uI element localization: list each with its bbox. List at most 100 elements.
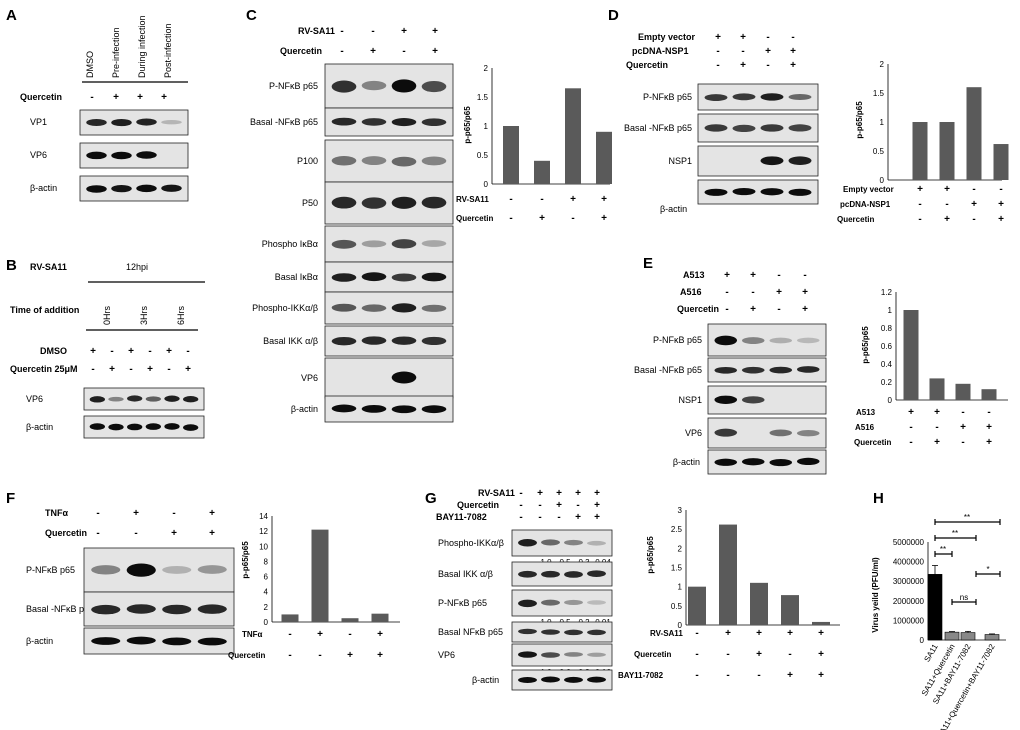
treatment-row-sign: - bbox=[519, 512, 522, 523]
blot-band bbox=[769, 366, 793, 374]
blot-strip bbox=[324, 357, 454, 399]
treatment-row-sign: - bbox=[148, 346, 151, 357]
chart-d-row-sign: - bbox=[945, 199, 948, 210]
lane-header: DMSO bbox=[85, 51, 95, 78]
chart-bar-d bbox=[993, 144, 1009, 180]
treatment-row-label: BAY11-7082 bbox=[436, 512, 487, 522]
treatment-row-sign: + bbox=[432, 46, 438, 57]
y-tick-label: 2 bbox=[484, 64, 489, 73]
treatment-row-sign: + bbox=[209, 508, 215, 519]
chart-d-row-label: Quercetin bbox=[837, 215, 874, 224]
blot-band bbox=[421, 240, 447, 247]
treatment-row-sign: + bbox=[750, 304, 756, 315]
blot-band bbox=[361, 240, 387, 248]
blot-band bbox=[162, 566, 192, 574]
blot-band bbox=[564, 539, 583, 546]
chart-g-row-label: BAY11-7082 bbox=[618, 671, 664, 680]
chart-d-row-sign: + bbox=[998, 199, 1004, 210]
blot-band bbox=[111, 184, 132, 193]
blot-band bbox=[361, 118, 387, 126]
treatment-row-label: A516 bbox=[680, 287, 702, 297]
blot-band bbox=[564, 676, 583, 683]
lane-header: Post-infection bbox=[163, 23, 173, 78]
blot-band bbox=[162, 604, 192, 615]
treatment-row-sign: - bbox=[716, 60, 719, 71]
treatment-row-sign: - bbox=[134, 528, 137, 539]
treatment-row-sign: + bbox=[90, 346, 96, 357]
blot-band bbox=[796, 430, 820, 437]
blot-band bbox=[564, 652, 583, 657]
blot-label: VP6 bbox=[301, 373, 318, 383]
y-tick-label: 0.5 bbox=[873, 147, 885, 156]
blot-band bbox=[421, 272, 447, 282]
treatment-row-sign: - bbox=[725, 287, 728, 298]
blot-band bbox=[391, 118, 417, 127]
chart-g-row-sign: - bbox=[695, 670, 698, 681]
treatment-row-sign: - bbox=[777, 304, 780, 315]
treatment-row-label: Quercetin bbox=[45, 528, 87, 538]
chart-c-row-sign: + bbox=[539, 213, 545, 224]
treatment-row-sign: + bbox=[185, 364, 191, 375]
y-tick-label: 5000000 bbox=[893, 538, 925, 547]
y-tick-label: 8 bbox=[264, 557, 269, 566]
blot-band bbox=[760, 124, 784, 132]
blot-label: β-actin bbox=[660, 204, 687, 214]
blot-strip bbox=[511, 621, 613, 643]
blot-band bbox=[714, 458, 738, 466]
treatment-row-sign: - bbox=[186, 346, 189, 357]
treatment-row-sign: + bbox=[128, 346, 134, 357]
y-tick-label: 0.2 bbox=[881, 378, 893, 387]
blot-band bbox=[714, 366, 738, 374]
treatment-row-label: A513 bbox=[683, 270, 705, 280]
blot-label: P-NFκB p65 bbox=[269, 81, 318, 91]
blot-band bbox=[197, 565, 227, 574]
chart-bar-h bbox=[944, 631, 960, 641]
blot-band bbox=[161, 184, 182, 192]
treatment-row-sign: - bbox=[96, 528, 99, 539]
y-tick-label: 6 bbox=[264, 573, 269, 582]
treatment-row-sign: - bbox=[340, 26, 343, 37]
chart-d-row-sign: - bbox=[918, 214, 921, 225]
time-header: 0Hrs bbox=[102, 305, 112, 325]
blot-band bbox=[391, 371, 417, 384]
blot-band bbox=[331, 80, 357, 93]
chart-e-row-label: A513 bbox=[856, 408, 876, 417]
blot-label: VP6 bbox=[438, 650, 455, 660]
blot-band bbox=[704, 188, 728, 196]
blot-band bbox=[161, 119, 182, 125]
panel-label-A: A bbox=[6, 7, 17, 24]
chart-bar-h bbox=[927, 574, 943, 641]
treatment-row-sign: - bbox=[751, 287, 754, 298]
blot-band bbox=[732, 93, 756, 101]
chart-d-row-label: Empty vector bbox=[843, 185, 894, 194]
chart-d-row-sign: - bbox=[972, 214, 975, 225]
lane-header: During infection bbox=[137, 15, 147, 78]
blot-band bbox=[421, 156, 447, 166]
treatment-row-sign: - bbox=[716, 46, 719, 57]
chart-g-row-sign: + bbox=[818, 670, 824, 681]
y-tick-label: 1.5 bbox=[671, 564, 683, 573]
blot-band bbox=[714, 428, 738, 437]
blot-band bbox=[126, 563, 156, 577]
timepoint-label: 12hpi bbox=[126, 262, 148, 272]
chart-c-row-sign: - bbox=[509, 213, 512, 224]
blot-band bbox=[361, 272, 387, 282]
y-tick-label: 1000000 bbox=[893, 616, 925, 625]
blot-band bbox=[518, 676, 537, 683]
treatment-row-sign: + bbox=[166, 346, 172, 357]
blot-band bbox=[86, 185, 107, 193]
chart-c-row-sign: + bbox=[601, 213, 607, 224]
blot-band bbox=[732, 124, 756, 133]
chart-bar-h bbox=[984, 634, 1000, 641]
chart-f-row-label: Quercetin bbox=[228, 651, 265, 660]
treatment-row-sign: - bbox=[741, 46, 744, 57]
blot-band bbox=[760, 93, 784, 101]
blot-band bbox=[788, 188, 812, 196]
blot-label: β-actin bbox=[26, 636, 53, 646]
quercetin-row-sign: + bbox=[113, 92, 119, 103]
treatment-row-sign: - bbox=[557, 512, 560, 523]
blot-band bbox=[89, 396, 105, 403]
chart-g-row-sign: + bbox=[787, 670, 793, 681]
blot-label: Basal IKK α/β bbox=[263, 336, 318, 346]
chart-g-row-sign: + bbox=[756, 649, 762, 660]
